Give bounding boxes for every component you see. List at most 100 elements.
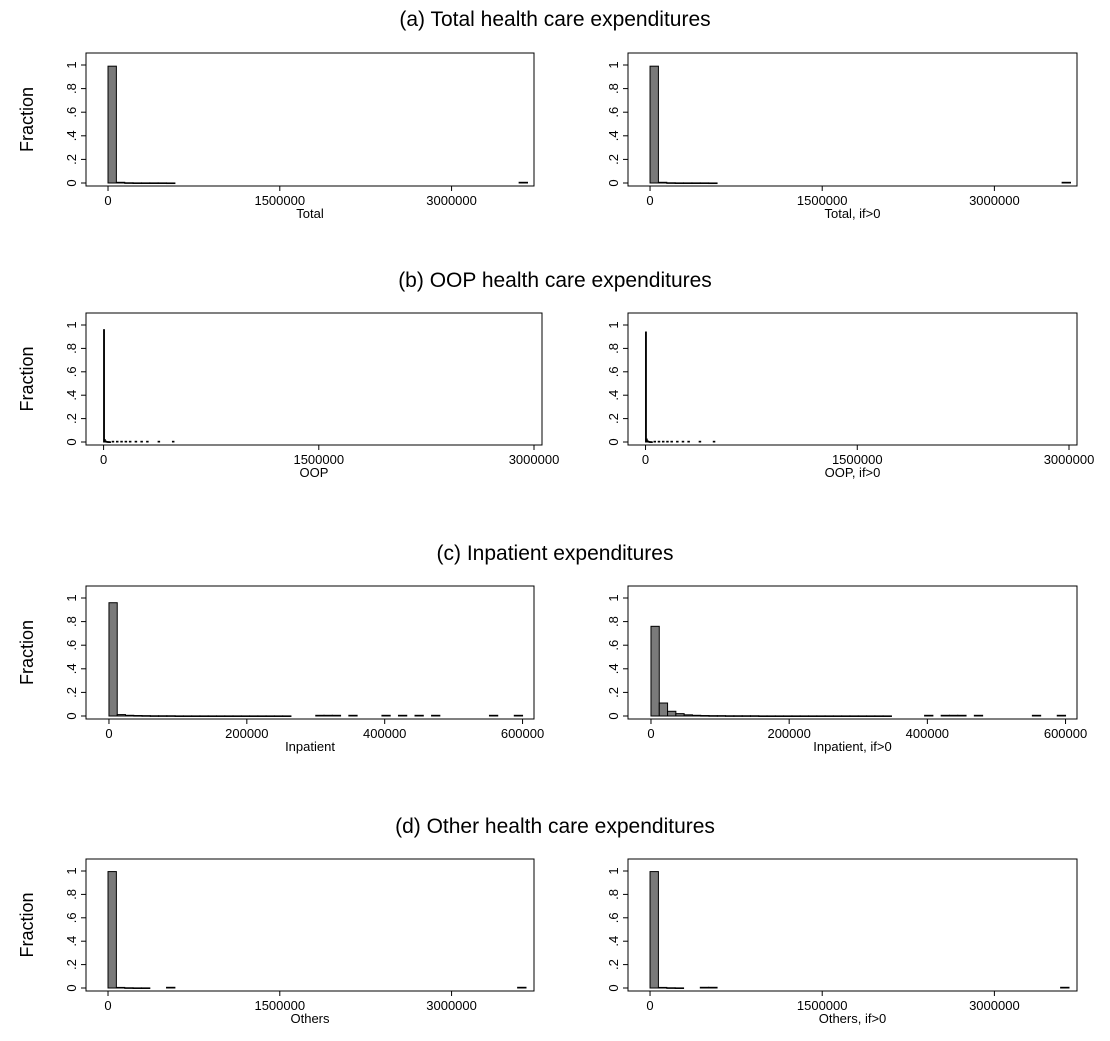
histogram-bar (866, 715, 876, 717)
histogram-bar (158, 715, 168, 717)
histogram-bar (653, 440, 656, 443)
histogram-bar (107, 871, 117, 989)
histogram-bar (649, 871, 659, 989)
histogram-bar (146, 440, 149, 443)
x-tick-label: 400000 (906, 726, 949, 741)
histogram-bar (414, 714, 424, 717)
y-axis-label: Fraction (17, 87, 37, 152)
x-tick-label: 400000 (363, 726, 406, 741)
plot-frame (85, 52, 535, 187)
histogram-bar (725, 715, 735, 717)
histogram-bar (157, 182, 168, 184)
x-tick-label: 3000000 (1044, 452, 1095, 467)
y-tick-label: .4 (64, 663, 79, 674)
histogram-bar (182, 715, 193, 717)
x-tick-label: 600000 (501, 726, 544, 741)
histogram-bar (882, 715, 892, 717)
plot-frame (85, 585, 535, 720)
histogram-bar (133, 715, 143, 717)
histogram-bar (141, 715, 151, 717)
histogram-bar (733, 715, 743, 717)
histogram-bar (666, 987, 676, 989)
histogram-bar (799, 715, 810, 717)
histogram-bar (666, 440, 669, 443)
histogram-bar (758, 715, 768, 717)
histogram-bar (708, 986, 718, 989)
y-tick-label: .2 (64, 687, 79, 698)
y-tick-label: .6 (606, 366, 621, 377)
y-tick-label: 1 (64, 867, 79, 874)
y-tick-label: .6 (64, 366, 79, 377)
histogram-bar (691, 714, 702, 717)
histogram-bar (676, 440, 679, 443)
y-tick-label: .6 (64, 640, 79, 651)
y-tick-label: 1 (64, 61, 79, 68)
histogram-bar (650, 441, 653, 443)
chart-title: (c) Inpatient expenditures (437, 542, 674, 565)
histogram-bar (171, 440, 175, 443)
histogram-bar (816, 715, 826, 717)
y-tick-label: .8 (64, 83, 79, 94)
y-tick-label: .2 (606, 959, 621, 970)
histogram-bar (116, 714, 127, 717)
y-tick-label: 0 (64, 712, 79, 719)
histogram-bar (708, 182, 718, 185)
x-tick-label: 3000000 (969, 998, 1020, 1013)
y-tick-label: .4 (64, 390, 79, 401)
histogram-bar (191, 715, 201, 717)
y-tick-label: .4 (64, 130, 79, 141)
y-tick-label: .2 (64, 413, 79, 424)
y-tick-label: .6 (64, 912, 79, 923)
histogram-bar (708, 715, 718, 717)
x-tick-label: 3000000 (509, 452, 560, 467)
histogram-bar (103, 329, 105, 443)
y-tick-label: .4 (606, 663, 621, 674)
y-tick-label: 0 (64, 179, 79, 186)
y-tick-label: .4 (606, 936, 621, 947)
x-tick-label: 1500000 (797, 193, 848, 208)
y-tick-label: .2 (606, 687, 621, 698)
chart-title: (d) Other health care expenditures (395, 815, 715, 838)
histogram-bar (224, 715, 234, 717)
histogram-bar (874, 715, 884, 717)
y-tick-label: .4 (64, 936, 79, 947)
histogram-bar (381, 714, 391, 717)
histogram-bar (657, 986, 668, 989)
histogram-bar (132, 182, 142, 184)
histogram-bar (149, 182, 159, 184)
y-tick-label: 1 (606, 321, 621, 328)
histogram-bar (140, 987, 151, 989)
histogram-bar (149, 715, 160, 717)
histogram-bar (791, 715, 801, 717)
histogram-bar (518, 181, 528, 184)
histogram-bar (832, 715, 843, 717)
histogram-bar (199, 715, 209, 717)
y-tick-label: .6 (606, 640, 621, 651)
histogram-bar (265, 715, 275, 717)
histogram-bar (674, 987, 685, 989)
histogram-bar (699, 986, 710, 989)
x-axis-label: OOP, if>0 (825, 465, 881, 480)
y-tick-label: .8 (64, 889, 79, 900)
histogram-bar (115, 181, 126, 184)
histogram-bar (683, 182, 693, 184)
histogram-bar (166, 182, 176, 185)
histogram-bar (488, 714, 499, 717)
histogram-bar (215, 715, 226, 717)
histogram-bar (282, 715, 292, 717)
y-tick-label: 1 (606, 867, 621, 874)
histogram-bar (675, 713, 685, 717)
x-tick-label: 0 (642, 452, 649, 467)
histogram-bar (124, 987, 134, 989)
histogram-bar (1031, 714, 1042, 717)
y-tick-label: .8 (64, 343, 79, 354)
histogram-bar (513, 714, 524, 717)
histogram-bar (783, 715, 793, 717)
histogram-bar (716, 715, 727, 717)
histogram-bar (128, 440, 132, 443)
histogram-bar (166, 986, 176, 989)
histogram-bar (323, 714, 333, 717)
x-tick-label: 600000 (1044, 726, 1087, 741)
histogram-bar (124, 182, 134, 184)
